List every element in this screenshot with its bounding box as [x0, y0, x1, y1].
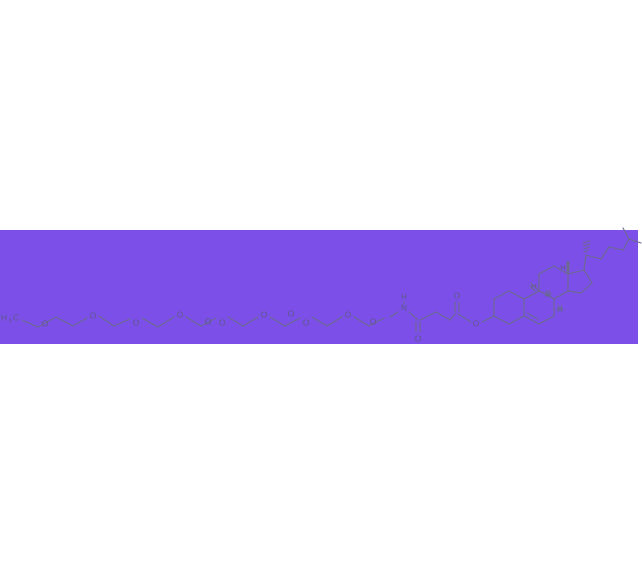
purple-background-band — [0, 230, 638, 344]
